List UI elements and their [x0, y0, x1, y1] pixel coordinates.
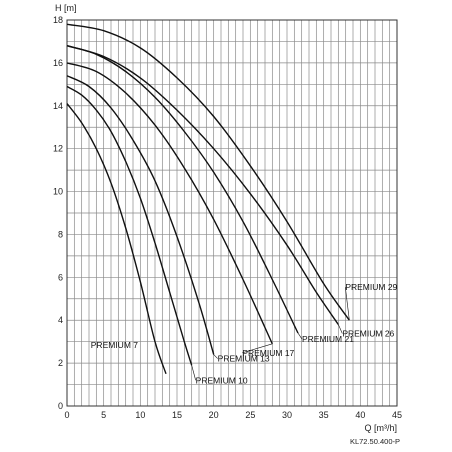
- grid: [67, 20, 397, 406]
- y-tick-label: 6: [58, 272, 63, 282]
- pump-curves: [66, 23, 350, 375]
- y-tick-label: 2: [58, 358, 63, 368]
- y-tick-label: 0: [58, 401, 63, 411]
- curve-premium-13: [66, 75, 215, 355]
- label-leader-line: [191, 365, 196, 381]
- label-leader-line: [338, 324, 343, 334]
- x-axis-ticks: 0 5 10 15 20 25 30 35 40 45: [64, 410, 402, 420]
- plot-frame: [66, 19, 398, 407]
- curve-premium-29: [66, 23, 350, 321]
- series-label: PREMIUM 17: [242, 348, 294, 358]
- series-label: PREMIUM 7: [91, 340, 139, 350]
- y-tick-label: 12: [53, 144, 63, 154]
- series-label: PREMIUM 13: [218, 354, 270, 364]
- y-axis-ticks: 2 4 6 8 10 12 14 16 18 0: [53, 15, 63, 411]
- label-leader-line: [242, 343, 273, 354]
- label-leader-line: [213, 354, 218, 359]
- x-tick-label: 30: [282, 410, 292, 420]
- drawing-code: KL72.50.400-P: [350, 437, 400, 446]
- y-axis-label: H [m]: [55, 3, 77, 13]
- y-tick-label: 14: [53, 101, 63, 111]
- x-tick-label: 35: [319, 410, 329, 420]
- x-tick-label: 0: [64, 410, 69, 420]
- x-tick-label: 25: [245, 410, 255, 420]
- label-leader-line: [297, 332, 303, 340]
- x-tick-label: 45: [392, 410, 402, 420]
- y-tick-label: 18: [53, 15, 63, 25]
- curve-premium-26: [66, 45, 339, 325]
- y-tick-label: 4: [58, 315, 63, 325]
- curve-premium-21: [66, 45, 299, 334]
- series-label: PREMIUM 29: [345, 282, 397, 292]
- y-tick-label: 8: [58, 229, 63, 239]
- series-label: PREMIUM 21: [302, 334, 354, 344]
- curve-premium-7: [66, 103, 167, 375]
- x-axis-label: Q [m³/h]: [364, 423, 397, 433]
- curve-premium-10: [66, 85, 193, 366]
- series-label: PREMIUM 10: [196, 375, 248, 385]
- y-tick-label: 10: [53, 187, 63, 197]
- x-tick-label: 5: [101, 410, 106, 420]
- x-tick-label: 10: [135, 410, 145, 420]
- x-tick-label: 20: [209, 410, 219, 420]
- y-tick-label: 16: [53, 58, 63, 68]
- series-label: PREMIUM 26: [342, 329, 394, 339]
- curve-premium-17: [66, 62, 273, 345]
- x-tick-label: 15: [172, 410, 182, 420]
- label-leader-line: [345, 287, 350, 321]
- x-tick-label: 40: [355, 410, 365, 420]
